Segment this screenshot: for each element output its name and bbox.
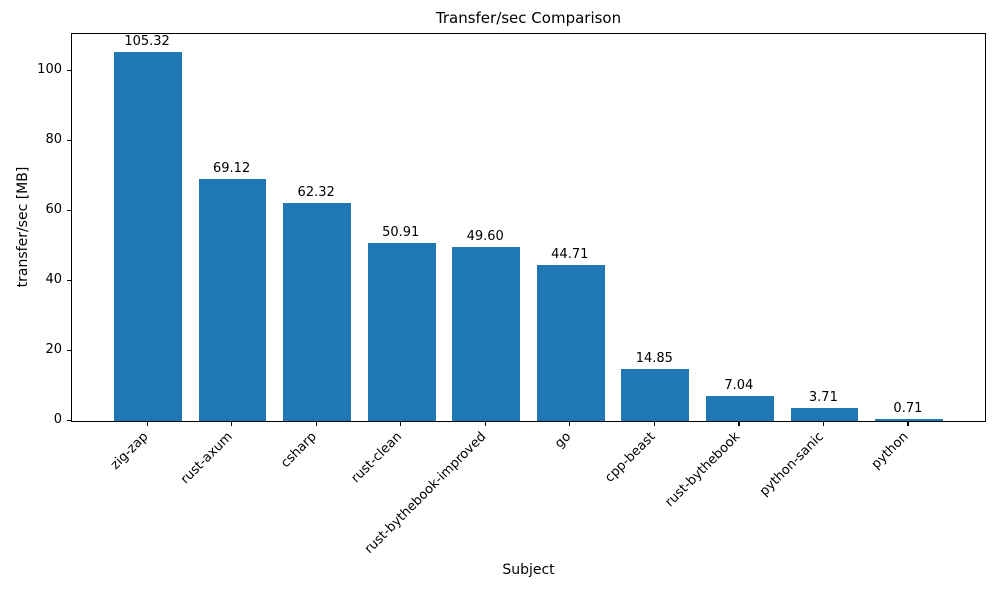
plot-area — [71, 33, 986, 422]
x-tick-label: go — [551, 429, 574, 452]
x-tick-label: rust-clean — [348, 429, 405, 487]
bar-value-label: 50.91 — [382, 224, 420, 240]
y-tick — [67, 280, 71, 282]
y-tick — [67, 140, 71, 142]
bar — [536, 264, 605, 421]
y-tick — [67, 70, 71, 72]
x-tick — [569, 422, 571, 426]
bar — [198, 179, 267, 421]
bar — [706, 396, 774, 421]
bar — [452, 247, 521, 421]
y-tick — [67, 420, 71, 422]
bar-value-label: 49.60 — [466, 229, 504, 245]
x-tick-label: python — [869, 429, 912, 473]
x-tick — [822, 422, 825, 426]
bar-value-label: 105.32 — [124, 34, 170, 50]
y-tick — [67, 350, 71, 352]
x-tick — [146, 422, 148, 426]
bar-value-label: 7.04 — [724, 378, 754, 394]
y-tick — [67, 210, 71, 212]
bar-value-label: 69.12 — [213, 161, 251, 177]
bar-value-label: 0.71 — [893, 400, 923, 416]
bar-value-label: 44.71 — [551, 246, 589, 262]
bar — [367, 242, 436, 421]
bar — [283, 202, 351, 421]
x-tick — [907, 422, 909, 426]
x-tick — [315, 422, 317, 426]
bar — [790, 408, 859, 421]
x-tick — [400, 422, 402, 426]
y-tick-label: 20 — [45, 342, 62, 357]
bar-value-label: 62.32 — [297, 184, 335, 200]
bar — [875, 418, 943, 421]
bar — [114, 52, 182, 421]
y-axis-label: transfer/sec [MB] — [15, 166, 31, 288]
x-tick — [231, 422, 233, 426]
y-tick-label: 0 — [53, 412, 62, 427]
y-tick-label: 40 — [45, 272, 62, 288]
chart-title: Transfer/sec Comparison — [435, 9, 622, 27]
x-tick-label: csharp — [278, 429, 321, 471]
y-tick-label: 60 — [45, 202, 62, 218]
x-tick-label: rust-bythebook — [662, 429, 743, 511]
y-tick-label: 100 — [37, 62, 62, 78]
x-tick — [653, 422, 655, 426]
x-tick-label: python-sanic — [757, 429, 828, 500]
x-tick — [738, 422, 740, 426]
x-axis-label: Subject — [502, 562, 555, 578]
x-tick — [484, 422, 486, 426]
bar-value-label: 14.85 — [635, 351, 673, 367]
bar — [621, 369, 690, 421]
bar-value-label: 3.71 — [808, 390, 838, 406]
x-tick-label: cpp-beast — [602, 429, 659, 486]
x-tick-label: zig-zap — [107, 429, 152, 473]
y-tick-label: 80 — [45, 132, 62, 148]
x-tick-label: rust-axum — [177, 429, 236, 488]
